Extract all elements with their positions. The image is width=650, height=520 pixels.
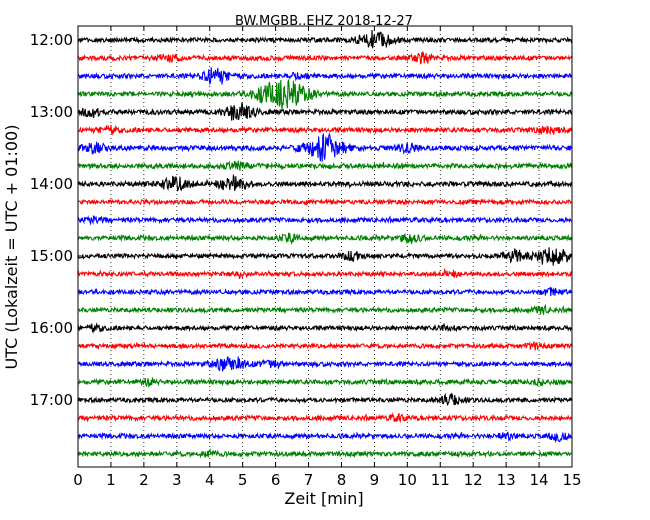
trace-1530	[77, 286, 572, 297]
y-tick-label: 12:00	[30, 31, 73, 49]
x-axis-label: Zeit [min]	[284, 489, 363, 508]
x-tick-label: 13	[497, 471, 516, 489]
x-tick-label: 14	[530, 471, 549, 489]
trace-1500	[77, 247, 572, 266]
x-tick-label: 1	[106, 471, 116, 489]
trace-1400	[77, 173, 573, 192]
x-tick-label: 12	[464, 471, 483, 489]
trace-1545	[77, 304, 573, 316]
trace-1300	[77, 102, 573, 121]
trace-1715	[77, 412, 573, 424]
trace-1630	[77, 356, 573, 372]
trace-1445	[77, 232, 573, 246]
trace-1615	[77, 340, 573, 351]
x-tick-label: 5	[238, 471, 248, 489]
x-tick-label: 4	[205, 471, 215, 489]
x-tick-label: 15	[562, 471, 581, 489]
x-tick-label: 7	[304, 471, 314, 489]
trace-group	[77, 30, 573, 459]
chart-title: BW.MGBB..EHZ 2018-12-27	[235, 14, 413, 29]
trace-1415	[77, 197, 572, 207]
grid-lines	[110, 26, 540, 467]
plot-frame	[77, 25, 573, 468]
trace-1345	[77, 160, 573, 171]
trace-1200	[77, 30, 573, 49]
x-tick-label: 9	[370, 471, 380, 489]
trace-1700	[77, 392, 573, 406]
trace-1430	[77, 215, 573, 226]
trace-1315	[77, 124, 573, 136]
trace-1730	[77, 431, 573, 444]
x-tick-label: 2	[139, 471, 149, 489]
y-tick-label: 15:00	[30, 247, 73, 265]
x-tick-label: 10	[398, 471, 417, 489]
axes: 0 1 2 3 4 5 6 7 8 9 10 11 12 13 14 1512:0013:0014:0015:…	[30, 25, 582, 489]
y-axis-label: UTC (Lokalzeit = UTC + 01:00)	[2, 125, 21, 370]
y-tick-label: 16:00	[30, 319, 73, 337]
x-tick-label: 11	[431, 471, 450, 489]
y-tick-label: 17:00	[30, 391, 73, 409]
x-tick-label: 3	[172, 471, 182, 489]
trace-1245	[77, 79, 573, 110]
trace-1230	[77, 67, 573, 86]
x-tick-label: 6	[271, 471, 281, 489]
x-tick-label: 0	[73, 471, 83, 489]
x-tick-label: 8	[337, 471, 347, 489]
trace-1215	[77, 50, 573, 65]
trace-1330	[77, 132, 573, 162]
trace-1645	[77, 376, 573, 388]
trace-1600	[77, 322, 572, 334]
trace-1745	[77, 447, 573, 459]
trace-1515	[77, 267, 573, 280]
y-tick-label: 14:00	[30, 175, 73, 193]
y-tick-label: 13:00	[30, 103, 73, 121]
